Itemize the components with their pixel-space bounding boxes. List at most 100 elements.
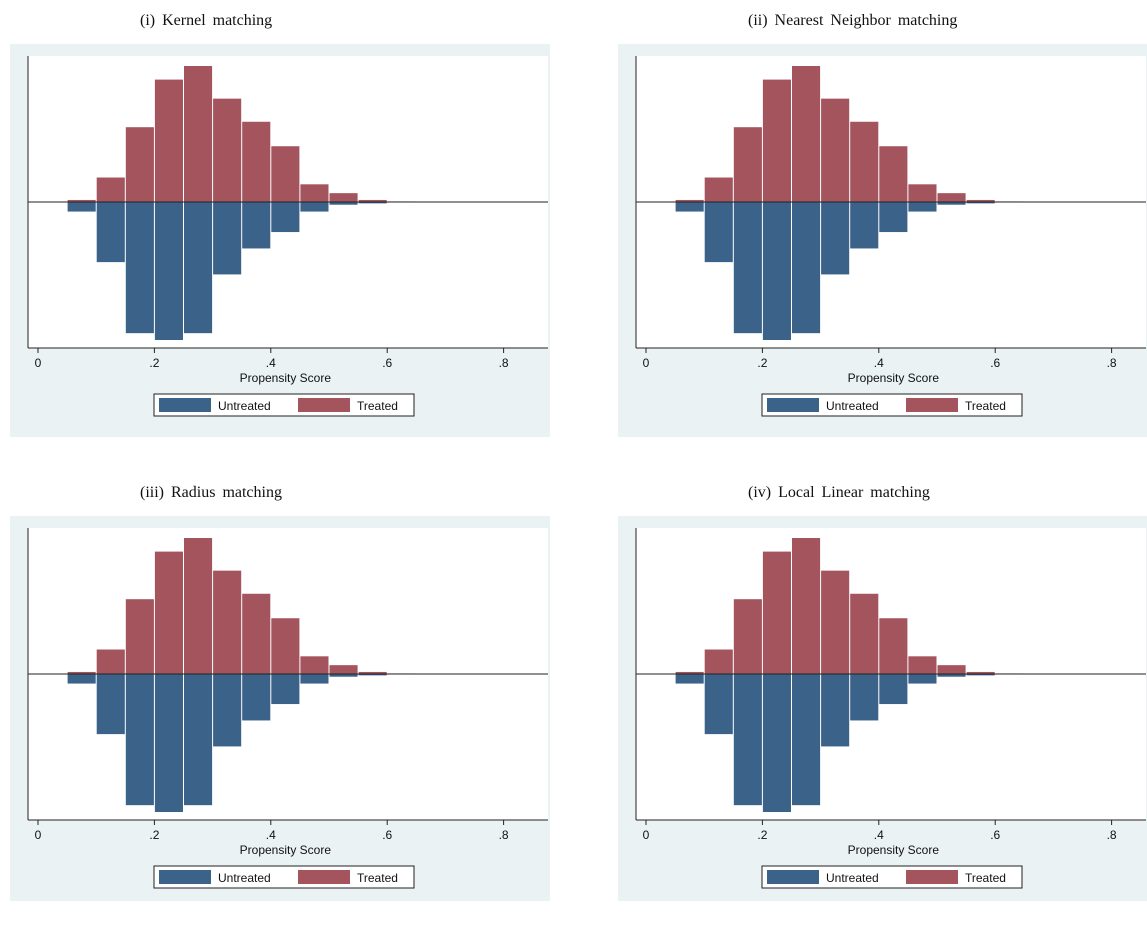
bar-untreated	[821, 202, 849, 274]
x-tick-label: .4	[266, 356, 276, 370]
bar-treated	[242, 122, 270, 202]
bar-untreated	[300, 674, 328, 684]
bar-untreated	[68, 674, 96, 684]
x-axis-label: Propensity Score	[848, 371, 940, 385]
bar-untreated	[705, 674, 733, 734]
bar-treated	[734, 127, 762, 202]
chart-panel-nearest-neighbor: (ii) Nearest Neighbor matching 0.2.4.6.8…	[618, 0, 1147, 455]
bar-untreated	[271, 674, 299, 704]
x-tick-label: .2	[149, 356, 159, 370]
bar-untreated	[97, 202, 125, 262]
bar-treated	[705, 650, 733, 674]
x-tick-label: .6	[990, 828, 1000, 842]
x-tick-label: .4	[874, 356, 884, 370]
bar-untreated	[213, 202, 241, 274]
x-tick-label: .6	[382, 828, 392, 842]
legend-label-treated: Treated	[965, 871, 1006, 885]
legend-label-untreated: Untreated	[218, 399, 271, 413]
bar-untreated	[705, 202, 733, 262]
bar-untreated	[908, 674, 936, 684]
bar-untreated	[821, 674, 849, 746]
legend-label-untreated: Untreated	[826, 871, 879, 885]
legend-swatch-untreated	[159, 398, 211, 412]
bar-untreated	[126, 674, 154, 805]
bar-treated	[908, 656, 936, 674]
bar-untreated	[126, 202, 154, 333]
bar-treated	[97, 650, 125, 674]
bar-treated	[97, 178, 125, 202]
bar-untreated	[763, 674, 791, 812]
bar-treated	[213, 571, 241, 674]
legend-swatch-treated	[906, 398, 958, 412]
bar-untreated	[850, 202, 878, 248]
bar-untreated	[792, 674, 820, 805]
x-tick-label: .4	[266, 828, 276, 842]
legend-label-untreated: Untreated	[218, 871, 271, 885]
bar-untreated	[850, 674, 878, 720]
x-tick-label: .8	[1107, 828, 1117, 842]
bar-treated	[155, 552, 183, 674]
legend-swatch-untreated	[767, 398, 819, 412]
bar-untreated	[68, 202, 96, 212]
bar-treated	[938, 665, 966, 674]
bar-treated	[300, 184, 328, 202]
bar-untreated	[97, 674, 125, 734]
bar-treated	[330, 665, 358, 674]
bar-treated	[938, 193, 966, 202]
bar-treated	[821, 99, 849, 202]
bar-untreated	[300, 202, 328, 212]
bar-treated	[126, 127, 154, 202]
bar-treated	[271, 618, 299, 674]
bar-treated	[879, 618, 907, 674]
bar-untreated	[242, 674, 270, 720]
bar-treated	[330, 193, 358, 202]
bar-untreated	[271, 202, 299, 232]
bar-treated	[184, 538, 212, 674]
chart-svg: 0 .2 .4 .6 .8 Propensity Score Untreated Treate…	[10, 0, 550, 440]
bar-untreated	[676, 674, 704, 684]
x-tick-label: 0	[35, 356, 42, 370]
legend-swatch-untreated	[767, 870, 819, 884]
x-tick-label: .4	[874, 828, 884, 842]
bar-treated	[242, 594, 270, 674]
bar-treated	[879, 146, 907, 202]
x-tick-label: .6	[382, 356, 392, 370]
x-axis-label: Propensity Score	[848, 843, 940, 857]
bar-untreated	[242, 202, 270, 248]
bar-treated	[792, 66, 820, 202]
bar-untreated	[879, 674, 907, 704]
x-tick-label: 0	[35, 828, 42, 842]
x-tick-label: 0	[643, 356, 650, 370]
bar-treated	[734, 599, 762, 674]
bar-untreated	[734, 674, 762, 805]
bar-treated	[792, 538, 820, 674]
x-axis-label: Propensity Score	[240, 843, 332, 857]
bar-untreated	[908, 202, 936, 212]
bar-untreated	[792, 202, 820, 333]
x-tick-label: .2	[149, 828, 159, 842]
bar-untreated	[763, 202, 791, 340]
bar-treated	[271, 146, 299, 202]
x-axis-label: Propensity Score	[240, 371, 332, 385]
bar-treated	[300, 656, 328, 674]
legend-swatch-untreated	[159, 870, 211, 884]
bar-treated	[155, 80, 183, 202]
bar-untreated	[676, 202, 704, 212]
x-tick-label: .8	[499, 356, 509, 370]
legend-label-treated: Treated	[357, 399, 398, 413]
bar-treated	[184, 66, 212, 202]
bar-treated	[213, 99, 241, 202]
bar-treated	[850, 594, 878, 674]
legend-label-treated: Treated	[965, 399, 1006, 413]
x-tick-label: .8	[1107, 356, 1117, 370]
x-tick-label: .8	[499, 828, 509, 842]
bar-untreated	[155, 674, 183, 812]
legend-swatch-treated	[298, 398, 350, 412]
bar-treated	[821, 571, 849, 674]
bar-untreated	[734, 202, 762, 333]
bar-treated	[908, 184, 936, 202]
